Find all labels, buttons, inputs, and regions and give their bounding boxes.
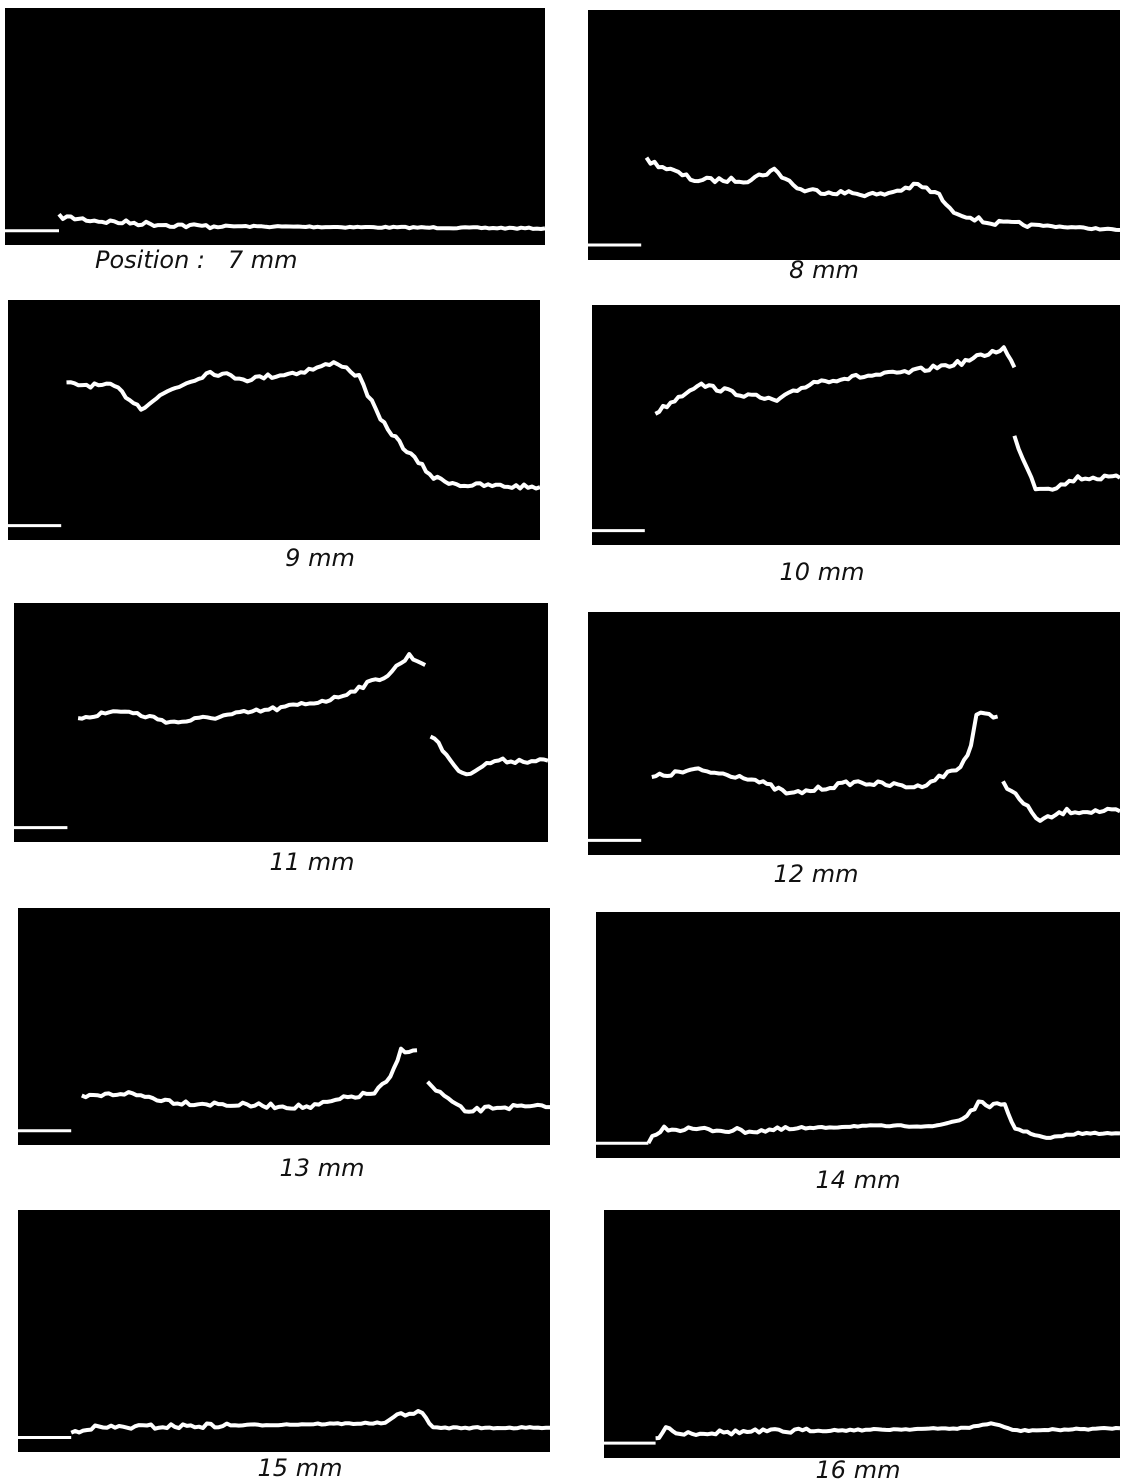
panel-label: 16 mm <box>816 1456 901 1484</box>
panel-label: 11 mm <box>270 848 355 876</box>
panel-label: Position : 7 mm <box>95 246 298 274</box>
panel-label: 12 mm <box>774 860 859 888</box>
scope-screen <box>5 8 545 245</box>
panel-label: 13 mm <box>280 1154 365 1182</box>
scope-screen <box>588 10 1120 260</box>
oscillogram <box>592 305 1120 545</box>
panel-label: 8 mm <box>789 256 859 284</box>
panel-label: 14 mm <box>816 1166 901 1194</box>
oscillogram <box>604 1210 1120 1458</box>
oscillogram <box>588 612 1120 855</box>
scope-screen <box>8 300 540 540</box>
oscillogram <box>596 912 1120 1158</box>
scope-screen <box>18 1210 550 1452</box>
scope-screen <box>18 908 550 1145</box>
panel-label: 9 mm <box>285 544 355 572</box>
oscillogram <box>8 300 540 540</box>
oscillogram <box>5 8 545 245</box>
panel-label: 10 mm <box>780 558 865 586</box>
oscillogram <box>18 1210 550 1452</box>
panel-label: 15 mm <box>258 1454 343 1482</box>
oscillogram <box>14 603 548 842</box>
scope-screen <box>592 305 1120 545</box>
scope-screen <box>14 603 548 842</box>
oscillogram <box>18 908 550 1145</box>
oscillogram <box>588 10 1120 260</box>
scope-screen <box>596 912 1120 1158</box>
figure: Position : 7 mm 8 mm 9 mm 10 mm 11 mm 12… <box>0 0 1126 1484</box>
page: Position : 7 mm 8 mm 9 mm 10 mm 11 mm 12… <box>0 0 1126 1484</box>
scope-screen <box>604 1210 1120 1458</box>
